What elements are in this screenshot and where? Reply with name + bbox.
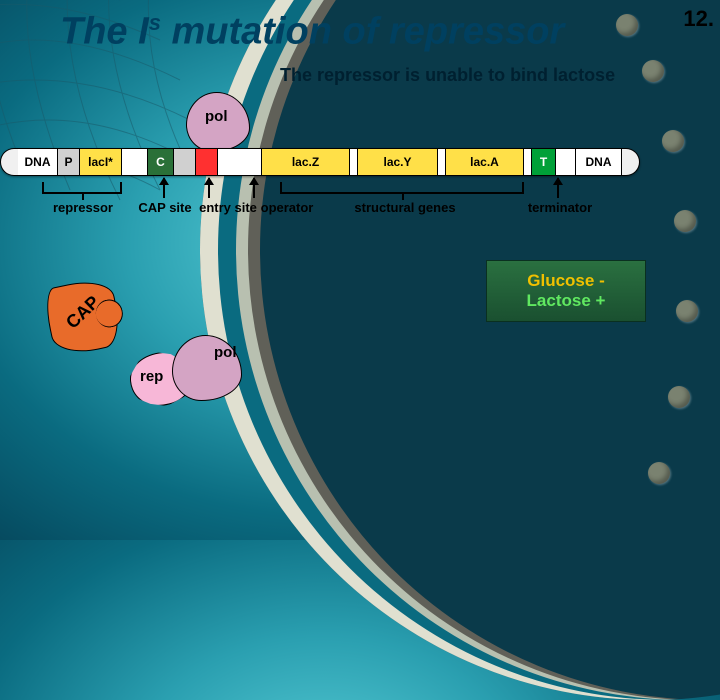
pol-label-top: pol: [205, 108, 228, 125]
dna-segment: [438, 148, 446, 176]
label-operator: operator: [252, 200, 322, 215]
dna-segment: DNA: [18, 148, 58, 176]
dna-segment: C: [148, 148, 174, 176]
arrow-entry-site: [208, 178, 210, 198]
dna-strand: DNAPlacI*Clac.Zlac.Ylac.ATDNA: [0, 148, 670, 176]
status-glucose: Glucose -: [527, 271, 604, 291]
ribosome-dot: [642, 60, 664, 82]
dna-segment: [122, 148, 148, 176]
dna-segment: T: [532, 148, 556, 176]
dna-segment: [174, 148, 196, 176]
slide-title: The Is mutation of repressor: [60, 10, 564, 54]
dna-segment: [218, 148, 262, 176]
dna-segment: [350, 148, 358, 176]
label-terminator: terminator: [520, 200, 600, 215]
dna-segment: [556, 148, 576, 176]
brace-repressor: [42, 180, 122, 194]
brace-structural: [280, 180, 524, 194]
dna-segment: [524, 148, 532, 176]
ribosome-dot: [674, 210, 696, 232]
status-lactose: Lactose +: [527, 291, 606, 311]
ribosome-dot: [668, 386, 690, 408]
dna-segment: DNA: [576, 148, 622, 176]
dna-end-right: [622, 148, 640, 176]
dna-segment: lacI*: [80, 148, 122, 176]
membrane-arc: [200, 0, 720, 700]
dna-segment: [196, 148, 218, 176]
pol-label-bottom: pol: [214, 344, 237, 361]
dna-end-left: [0, 148, 18, 176]
dna-segment: lac.A: [446, 148, 524, 176]
rep-label: rep: [140, 368, 163, 385]
ribosome-dot: [616, 14, 638, 36]
ribosome-dot: [676, 300, 698, 322]
ribosome-dot: [648, 462, 670, 484]
dna-segment: P: [58, 148, 80, 176]
dna-segment: lac.Y: [358, 148, 438, 176]
label-structural: structural genes: [340, 200, 470, 215]
slide-subtitle: The repressor is unable to bind lactose: [280, 65, 615, 86]
arrow-terminator: [557, 178, 559, 198]
page-number: 12.: [683, 6, 714, 32]
arrow-operator: [253, 178, 255, 198]
arrow-cap-site: [163, 178, 165, 198]
dna-segment: lac.Z: [262, 148, 350, 176]
label-repressor: repressor: [28, 200, 138, 215]
status-box: Glucose - Lactose +: [486, 260, 646, 322]
